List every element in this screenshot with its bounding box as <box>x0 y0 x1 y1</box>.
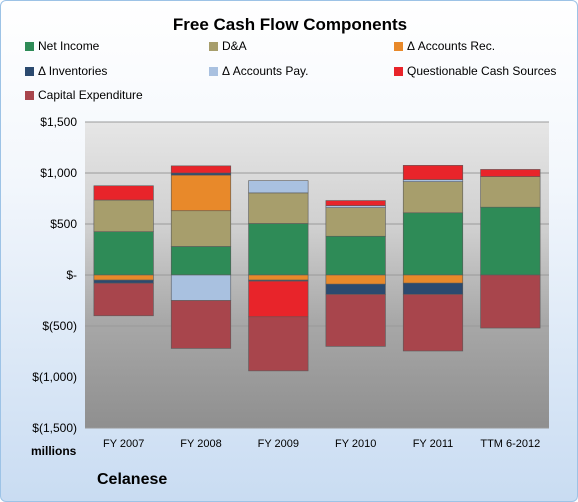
bar-segment <box>480 206 541 276</box>
x-tick-label: TTM 6-2012 <box>480 438 540 450</box>
legend-swatch <box>25 91 34 100</box>
bar-segment <box>325 283 386 295</box>
company-name: Celanese <box>97 471 168 488</box>
bar-segment <box>402 181 464 214</box>
legend-label: Net Income <box>38 39 100 53</box>
y-tick-label: $1,000 <box>40 166 77 180</box>
x-tick-label: FY 2010 <box>335 438 376 450</box>
legend-item-da: D&A <box>209 39 247 53</box>
legend-item-capex: Capital Expenditure <box>25 88 143 102</box>
legend-label: Questionable Cash Sources <box>407 64 557 78</box>
legend-item-net-income: Net Income <box>25 39 99 53</box>
bar-segment <box>402 165 464 180</box>
legend-swatch <box>394 42 403 51</box>
x-tick-label: FY 2007 <box>103 438 144 450</box>
bar-segment <box>170 274 232 301</box>
y-tick-label: $(500) <box>42 319 77 333</box>
x-tick-label: FY 2011 <box>413 438 454 450</box>
legend-swatch <box>25 42 34 51</box>
bar-segment <box>402 179 464 182</box>
y-tick-label: $500 <box>50 217 77 231</box>
legend-label: Capital Expenditure <box>38 88 143 102</box>
bar-segment <box>248 316 309 372</box>
bar-segment <box>170 300 232 349</box>
bar-segment <box>170 210 232 247</box>
chart-title: Free Cash Flow Components <box>172 15 408 34</box>
y-tick-label: $(1,000) <box>32 370 77 384</box>
bar-segment <box>325 205 386 208</box>
bar-segment <box>325 207 386 237</box>
bar-segment <box>402 212 464 276</box>
bar-segment <box>170 165 232 174</box>
bar-segment <box>248 223 309 276</box>
bar-segment <box>325 235 386 276</box>
y-tick-label: $- <box>66 268 77 282</box>
y-tick-label: $(1,500) <box>32 421 77 435</box>
x-tick-label: FY 2008 <box>180 438 221 450</box>
bar-segment <box>93 279 154 284</box>
bar-segment <box>248 180 309 194</box>
bar-segment <box>402 282 464 295</box>
bar-segment <box>248 280 309 318</box>
bar-segment <box>93 274 154 281</box>
bar-segment <box>325 274 386 285</box>
legend-label: Δ Accounts Pay. <box>222 64 309 78</box>
bar-segment <box>480 176 541 208</box>
x-tick-label: FY 2009 <box>258 438 299 450</box>
legend-item-accounts-pay: Δ Accounts Pay. <box>209 64 309 78</box>
legend: Net Income D&A Δ Accounts Rec. Δ Invento… <box>1 1 577 111</box>
bar-segment <box>170 172 232 176</box>
legend-item-accounts-rec: Δ Accounts Rec. <box>394 39 495 53</box>
bar-segment <box>93 199 154 232</box>
units-label: millions <box>31 444 77 458</box>
bar-segment <box>93 185 154 201</box>
bar-segment <box>248 274 309 281</box>
bar-segment <box>402 294 464 352</box>
legend-label: Δ Accounts Rec. <box>407 39 496 53</box>
bar-segment <box>170 174 232 212</box>
legend-swatch <box>209 67 218 76</box>
bar-segment <box>170 246 232 276</box>
bar-segment <box>480 169 541 177</box>
bar-segment <box>402 274 464 284</box>
bar-segment <box>248 192 309 224</box>
y-tick-label: $1,500 <box>40 115 77 129</box>
bar-segment <box>93 282 154 317</box>
bar-segment <box>93 231 154 276</box>
legend-swatch <box>394 67 403 76</box>
bar-segment <box>325 200 386 206</box>
legend-label: Δ Inventories <box>38 64 108 78</box>
legend-swatch <box>25 67 34 76</box>
bar-segment <box>325 294 386 347</box>
legend-item-inventories: Δ Inventories <box>25 64 107 78</box>
bar-segment <box>480 274 541 329</box>
legend-item-questionable-cash: Questionable Cash Sources <box>394 64 556 78</box>
legend-label: D&A <box>222 39 247 53</box>
legend-swatch <box>209 42 218 51</box>
